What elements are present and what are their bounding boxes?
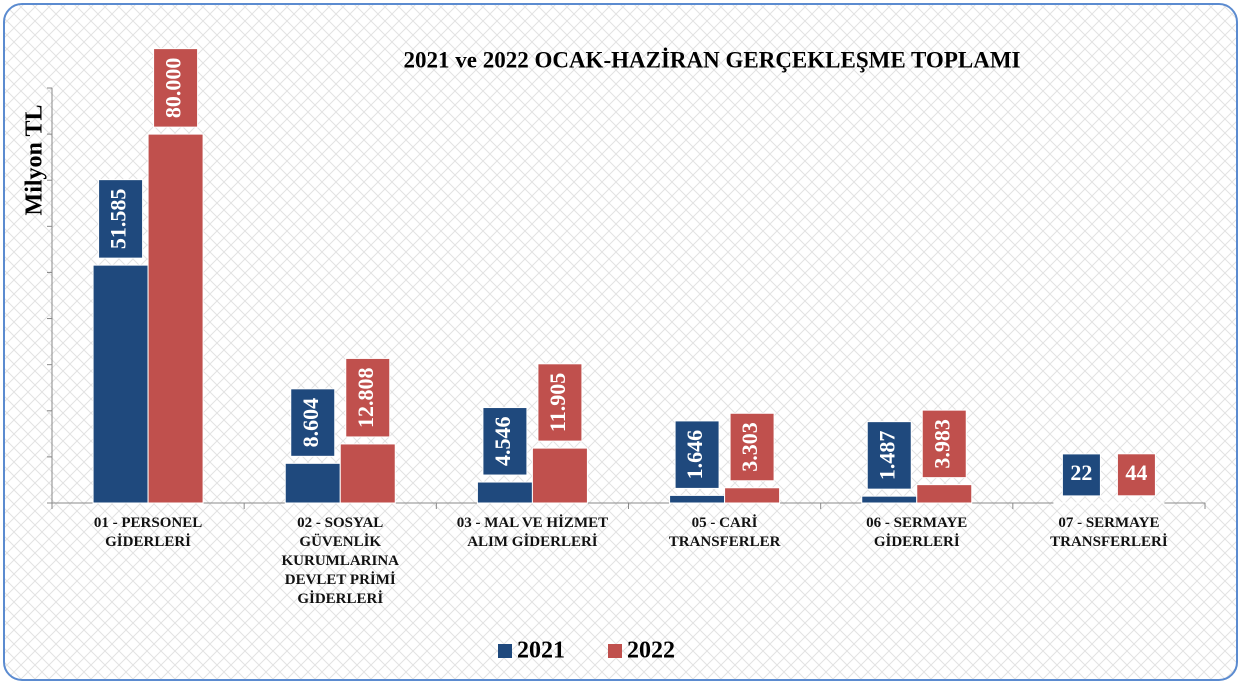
data-label: 3.983 — [929, 419, 954, 469]
bar — [147, 133, 204, 504]
legend-swatch — [608, 644, 622, 658]
data-label-box — [290, 388, 336, 457]
y-axis-label: Milyon TL — [22, 105, 48, 216]
data-label-box — [674, 420, 720, 489]
x-tick-label: 02 - SOSYAL GÜVENLİK KURUMLARINA DEVLET … — [281, 515, 400, 607]
data-label-box — [866, 421, 912, 490]
panel — [3, 3, 1238, 681]
data-label-box — [921, 409, 967, 479]
legend-label: 2022 — [627, 638, 675, 664]
bar — [724, 487, 781, 504]
data-label: 3.303 — [737, 422, 762, 472]
data-label: 80.000 — [161, 58, 186, 119]
x-tick-label: 07 - SERMAYE TRANSFERLERİ — [1050, 515, 1168, 550]
data-label-box — [537, 363, 583, 442]
data-label: 1.646 — [682, 430, 707, 480]
bar — [339, 443, 396, 504]
data-label-box — [153, 48, 199, 128]
data-label: 1.487 — [874, 431, 899, 481]
data-label-box — [1116, 453, 1156, 497]
bar — [476, 481, 533, 504]
x-tick-label: 05 - CARİ TRANSFERLER — [668, 515, 781, 550]
data-label: 51.585 — [106, 189, 131, 250]
data-label: 11.905 — [545, 373, 570, 432]
bar — [284, 462, 341, 504]
bar — [531, 447, 588, 504]
x-tick-label: 06 - SERMAYE GİDERLERİ — [866, 515, 968, 550]
bar — [916, 484, 973, 504]
data-label: 12.808 — [353, 367, 378, 428]
bar — [861, 495, 918, 504]
x-tick-label: 03 - MAL VE HİZMET ALIM GİDERLERİ — [456, 515, 609, 550]
legend-swatch — [498, 644, 512, 658]
bar — [669, 494, 726, 504]
data-label: 4.546 — [490, 417, 515, 467]
legend-label: 2021 — [517, 638, 565, 664]
data-label-box — [482, 407, 528, 476]
data-label: 44 — [1125, 460, 1147, 485]
bar — [92, 264, 149, 504]
data-label-box — [345, 357, 391, 438]
data-label-box — [98, 179, 144, 259]
data-label: 8.604 — [298, 398, 323, 448]
data-label-box — [1061, 453, 1101, 497]
chart-title: 2021 ve 2022 OCAK-HAZİRAN GERÇEKLEŞME TO… — [403, 47, 1020, 72]
data-label-box — [729, 412, 775, 482]
data-label: 22 — [1070, 460, 1092, 485]
x-tick-label: 01 - PERSONEL GİDERLERİ — [93, 515, 203, 550]
